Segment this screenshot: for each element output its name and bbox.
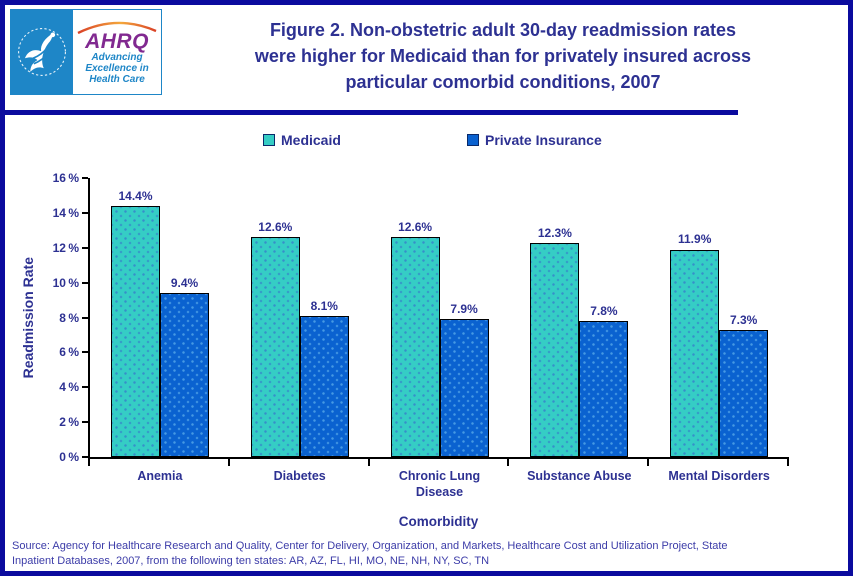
y-tick-label-4%: 4 % [59, 380, 79, 395]
source-note: Source: Agency for Healthcare Research a… [12, 539, 842, 568]
ahrq-wordmark: AHRQ [85, 29, 149, 53]
y-tick-label-10%: 10 % [52, 275, 79, 290]
bar-private-insurance-substance-abuse [579, 321, 629, 457]
bar-medicaid-substance-abuse [530, 242, 580, 457]
y-tick-label-8%: 8 % [59, 310, 79, 325]
bar-private-insurance-diabetes [299, 315, 349, 457]
x-tick-mark [367, 459, 370, 466]
y-tick-label-16%: 16 % [52, 171, 79, 185]
y-tick-label-12%: 12 % [52, 240, 79, 255]
bar-value-private-insurance-diabetes: 8.1% [310, 298, 338, 313]
bar-value-medicaid-diabetes: 12.6% [258, 220, 293, 235]
x-axis-category-labels: Anemia Diabetes Chronic Lung Disease Substa… [90, 468, 789, 502]
bar-value-private-insurance-anemia: 9.4% [170, 276, 199, 291]
source-note-line2: Inpatient Databases, 2007, from the foll… [12, 554, 490, 567]
y-tick-mark [82, 246, 88, 249]
bar-private-insurance-chronic-lung-disease [439, 319, 489, 457]
x-tick-mark [787, 459, 789, 466]
header-divider [5, 110, 738, 115]
legend-swatch-medicaid [263, 134, 275, 146]
y-tick-label-2%: 2 % [59, 415, 79, 430]
figure-content: AHRQ Advancing Excellence in Health Care… [5, 5, 848, 571]
bar-medicaid-diabetes [250, 237, 300, 457]
y-tick-label-0%: 0 % [59, 450, 79, 464]
figure-title-line2: were higher for Medicaid than for privat… [254, 46, 752, 66]
hhs-seal [11, 10, 73, 94]
x-tick-mark [647, 459, 650, 466]
legend-label-private-insurance: Private Insurance [485, 132, 602, 148]
x-category-label-chronic-lung-disease: Chronic Lung Disease [398, 469, 481, 499]
x-axis-tick-marks [88, 459, 789, 466]
y-tick-mark [82, 421, 88, 424]
bar-value-private-insurance-substance-abuse: 7.8% [590, 303, 618, 318]
figure-title: Figure 2. Non-obstetric adult 30-day rea… [170, 17, 836, 95]
y-tick-mark [82, 177, 88, 179]
y-tick-label-6%: 6 % [59, 345, 79, 360]
ahrq-tagline-line1: Advancing [91, 51, 143, 63]
legend-swatch-private-insurance [467, 134, 479, 146]
source-note-line1: Source: Agency for Healthcare Research a… [12, 540, 728, 552]
bar-value-private-insurance-chronic-lung-disease: 7.9% [450, 302, 478, 317]
bar-medicaid-chronic-lung-disease [390, 237, 440, 457]
y-tick-mark [82, 386, 88, 389]
bar-value-medicaid-mental-disorders: 11.9% [678, 232, 712, 247]
bar-value-private-insurance-mental-disorders: 7.3% [730, 312, 758, 327]
x-category-label-substance-abuse: Substance Abuse [527, 469, 632, 483]
y-tick-mark [82, 211, 88, 214]
y-axis-tick-labels: 16 % 14 % 12 % 10 % 8 % 6 % 4 % 2 % 0 % [15, 171, 79, 464]
x-category-label-diabetes: Diabetes [273, 469, 326, 483]
agency-logo: AHRQ Advancing Excellence in Health Care [10, 9, 162, 95]
ahrq-tagline-line3: Health Care [89, 73, 145, 85]
bar-value-medicaid-substance-abuse: 12.3% [537, 225, 572, 240]
x-axis-title: Comorbidity [398, 514, 479, 529]
bar-medicaid-anemia [111, 205, 160, 457]
y-tick-label-14%: 14 % [52, 205, 79, 220]
bar-private-insurance-anemia [160, 293, 209, 457]
y-tick-mark [82, 351, 88, 354]
y-tick-mark [82, 456, 88, 458]
bar-value-medicaid-chronic-lung-disease: 12.6% [398, 220, 433, 235]
bar-value-medicaid-anemia: 14.4% [118, 188, 153, 203]
plot-area: 14.4% 9.4% 12.6% 8.1% 12.6% 7.9% 12.3% 7.8% 11.9… [88, 178, 789, 459]
legend-item-medicaid: Medicaid [263, 132, 341, 148]
ahrq-rainbow-arc-icon [77, 21, 157, 34]
x-category-label-anemia: Anemia [137, 469, 183, 483]
ahrq-tagline-line2: Excellence in [85, 62, 149, 74]
legend-label-medicaid: Medicaid [281, 132, 341, 148]
ahrq-tagline: Advancing Excellence in Health Care [85, 52, 148, 85]
x-tick-mark [507, 459, 510, 466]
x-tick-mark [227, 459, 230, 466]
y-tick-mark [82, 316, 88, 319]
figure-title-line1: Figure 2. Non-obstetric adult 30-day rea… [269, 20, 737, 40]
ahrq-logo: AHRQ Advancing Excellence in Health Care [73, 10, 161, 94]
bar-private-insurance-mental-disorders [719, 329, 769, 457]
x-tick-mark [88, 459, 90, 466]
y-tick-mark [82, 281, 88, 284]
bar-medicaid-mental-disorders [670, 249, 720, 457]
hhs-eagle-icon [18, 28, 66, 76]
legend-item-private-insurance: Private Insurance [467, 132, 602, 148]
y-axis-tick-marks [82, 177, 88, 459]
x-category-label-mental-disorders: Mental Disorders [668, 469, 770, 483]
figure-title-line3: particular comorbid conditions, 2007 [345, 72, 661, 92]
